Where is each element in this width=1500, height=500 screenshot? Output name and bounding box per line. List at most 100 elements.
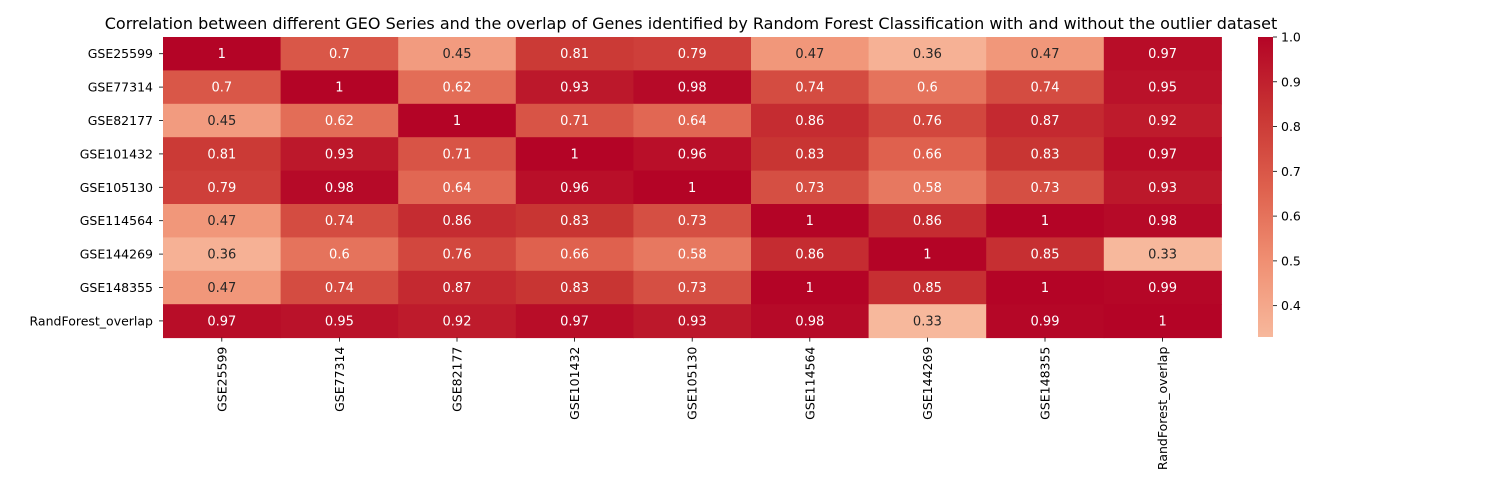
- colorbar-tick-label: 0.6: [1281, 209, 1301, 224]
- y-tick-label: GSE77314: [88, 80, 153, 95]
- x-tick-label: GSE101432: [567, 347, 582, 420]
- cell-value-label: 1: [923, 248, 931, 263]
- x-tick-label: GSE144269: [920, 347, 935, 420]
- heatmap-cell: [868, 37, 987, 71]
- cell-value-label: 0.86: [795, 248, 824, 263]
- x-tick-label: GSE82177: [450, 347, 465, 412]
- cell-value-label: 0.98: [1148, 214, 1177, 229]
- heatmap-cell: [280, 137, 399, 172]
- heatmap-cell: [986, 70, 1105, 105]
- heatmap-cell: [633, 204, 752, 238]
- heatmap-cell: [751, 204, 870, 238]
- cell-value-label: 0.96: [560, 181, 589, 196]
- heatmap-cell: [515, 70, 634, 105]
- y-tick-label: GSE144269: [80, 247, 153, 262]
- cell-value-label: 1: [1041, 281, 1049, 296]
- heatmap-cell: [1103, 137, 1222, 172]
- heatmap-cell: [986, 304, 1105, 339]
- heatmap-cell: [515, 37, 634, 71]
- colorbar-tick-label: 1.0: [1281, 30, 1301, 45]
- x-tick-label: RandForest_overlap: [1155, 347, 1170, 471]
- cell-value-label: 0.99: [1148, 281, 1177, 296]
- cell-value-label: 0.87: [1031, 114, 1060, 129]
- cell-value-label: 0.45: [207, 114, 236, 129]
- cell-value-label: 0.93: [560, 81, 589, 96]
- colorbar-tick-label: 0.8: [1281, 119, 1301, 134]
- colorbar-tick-label: 0.4: [1281, 298, 1301, 313]
- cell-value-label: 0.33: [913, 314, 942, 329]
- y-tick-label: GSE105130: [80, 180, 153, 195]
- cell-value-label: 0.74: [325, 214, 354, 229]
- heatmap-cell: [398, 304, 517, 339]
- cell-value-label: 0.92: [1148, 114, 1177, 129]
- heatmap-cell: [1103, 237, 1222, 272]
- heatmap-cell: [986, 170, 1105, 205]
- cell-value-label: 0.7: [329, 47, 350, 62]
- cell-value-label: 0.73: [678, 281, 707, 296]
- cell-value-label: 0.73: [1031, 181, 1060, 196]
- cell-value-label: 0.95: [325, 314, 354, 329]
- heatmap-cell: [868, 237, 987, 272]
- heatmap-cell: [986, 204, 1105, 238]
- cell-value-label: 0.97: [560, 314, 589, 329]
- cell-value-label: 0.71: [560, 114, 589, 129]
- colorbar-ticks: 0.4 0.5 0.6 0.7 0.8 0.9 1.0: [1273, 30, 1301, 313]
- heatmap-cells: 1 0.7 0.45 0.81 0.79 0.47 0.36 0.47 0.970.7 1 0.62…: [163, 37, 1222, 339]
- cell-value-label: 0.87: [443, 281, 472, 296]
- heatmap-cell: [280, 37, 399, 71]
- heatmap-cell: [986, 37, 1105, 71]
- cell-value-label: 0.6: [917, 81, 938, 96]
- heatmap-cell: [751, 37, 870, 71]
- heatmap-cell: [398, 137, 517, 172]
- heatmap-cell: [751, 70, 870, 105]
- heatmap-cell: [163, 204, 282, 238]
- heatmap-cell: [633, 70, 752, 105]
- cell-value-label: 0.62: [443, 81, 472, 96]
- cell-value-label: 0.79: [678, 47, 707, 62]
- heatmap-cell: [515, 270, 634, 305]
- x-tick-label: GSE105130: [685, 347, 700, 420]
- cell-value-label: 0.83: [560, 214, 589, 229]
- cell-value-label: 0.81: [560, 47, 589, 62]
- heatmap-cell: [398, 170, 517, 205]
- colorbar-gradient: [1258, 37, 1273, 337]
- cell-value-label: 0.64: [443, 181, 472, 196]
- cell-value-label: 1: [218, 47, 226, 62]
- heatmap-cell: [163, 270, 282, 305]
- heatmap-cell: [751, 103, 870, 138]
- heatmap-cell: [986, 137, 1105, 172]
- cell-value-label: 0.76: [913, 114, 942, 129]
- heatmap-cell: [163, 237, 282, 272]
- cell-value-label: 0.36: [207, 248, 236, 263]
- y-tick-label: GSE25599: [88, 46, 153, 61]
- colorbar-tick-label: 0.9: [1281, 74, 1301, 89]
- heatmap-cell: [986, 270, 1105, 305]
- heatmap-cell: [280, 270, 399, 305]
- heatmap-cell: [280, 70, 399, 105]
- heatmap-cell: [868, 170, 987, 205]
- heatmap-cell: [515, 170, 634, 205]
- cell-value-label: 0.93: [678, 314, 707, 329]
- cell-value-label: 0.64: [678, 114, 707, 129]
- cell-value-label: 0.6: [329, 248, 350, 263]
- cell-value-label: 0.62: [325, 114, 354, 129]
- heatmap-cell: [1103, 270, 1222, 305]
- cell-value-label: 1: [570, 147, 578, 162]
- cell-value-label: 0.7: [211, 81, 232, 96]
- heatmap-cell: [1103, 103, 1222, 138]
- cell-value-label: 0.76: [443, 248, 472, 263]
- x-tick-label: GSE25599: [214, 347, 229, 412]
- heatmap-cell: [986, 237, 1105, 272]
- heatmap-cell: [515, 304, 634, 339]
- heatmap-cell: [280, 170, 399, 205]
- y-tick-label: GSE114564: [80, 213, 153, 228]
- cell-value-label: 0.97: [207, 314, 236, 329]
- heatmap-cell: [868, 204, 987, 238]
- cell-value-label: 1: [806, 214, 814, 229]
- cell-value-label: 0.98: [678, 81, 707, 96]
- cell-value-label: 0.86: [913, 214, 942, 229]
- heatmap-cell: [163, 70, 282, 105]
- y-tick-label: RandForest_overlap: [30, 313, 154, 328]
- heatmap-cell: [1103, 37, 1222, 71]
